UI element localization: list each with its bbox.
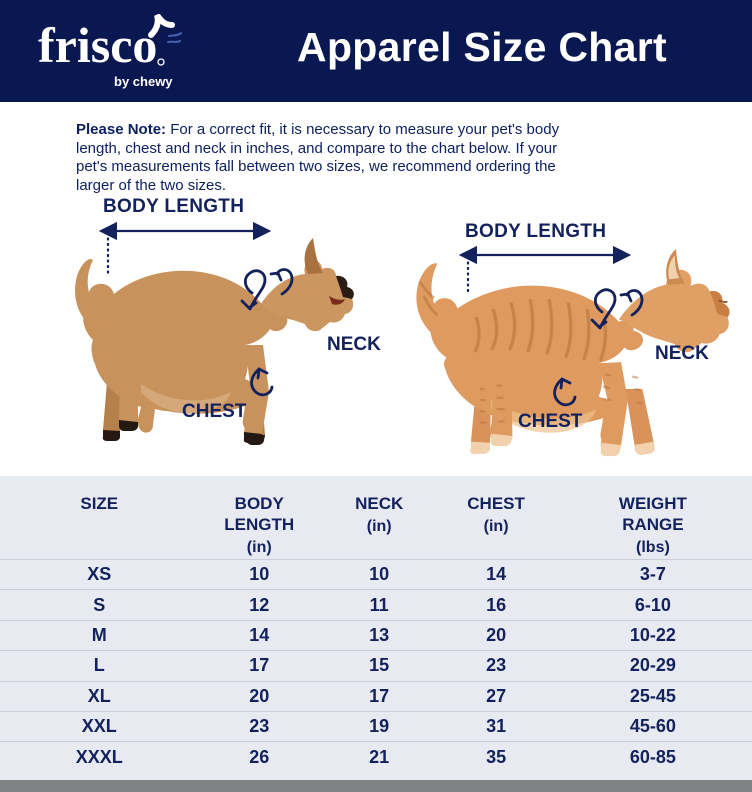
svg-text:NECK: NECK — [655, 343, 709, 364]
svg-text:frisco: frisco — [38, 17, 157, 73]
svg-text:CHEST: CHEST — [518, 411, 583, 432]
svg-text:BODY LENGTH: BODY LENGTH — [103, 197, 244, 217]
svg-text:NECK: NECK — [327, 334, 381, 355]
svg-text:BODY LENGTH: BODY LENGTH — [465, 221, 606, 242]
svg-text:CHEST: CHEST — [182, 401, 247, 422]
